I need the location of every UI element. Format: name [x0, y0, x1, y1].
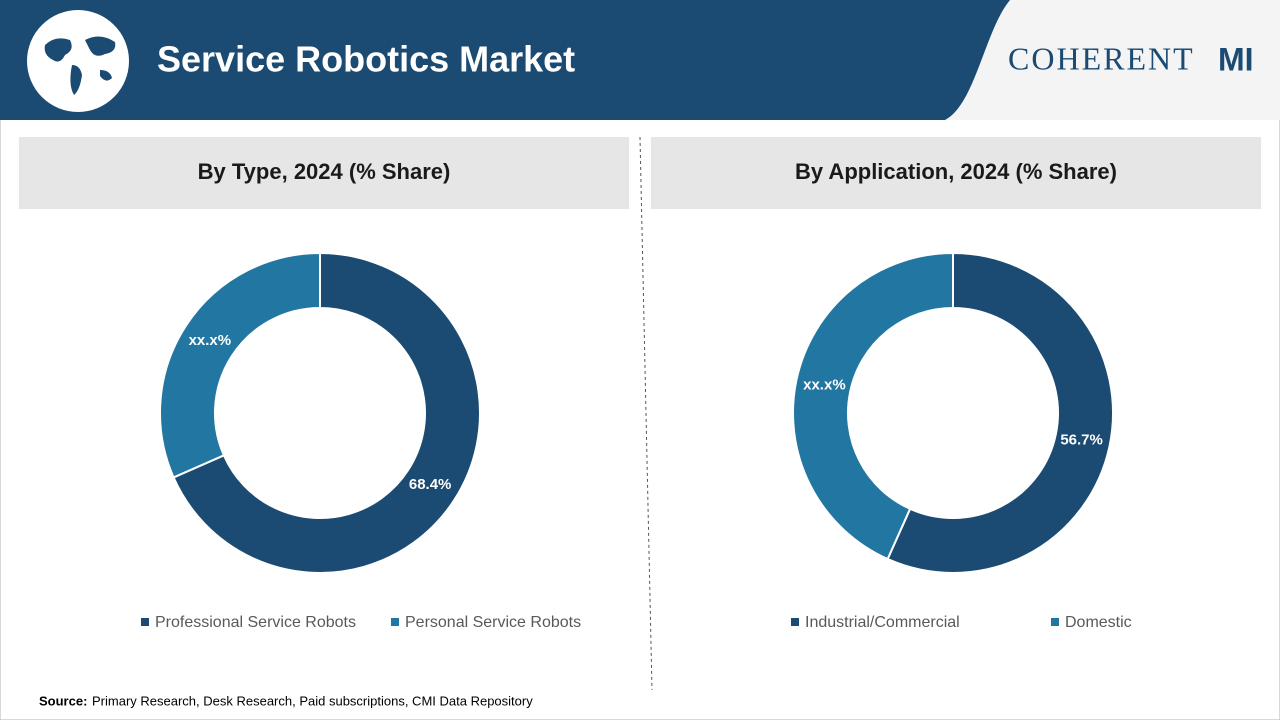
logo: COHERENT MI — [1008, 40, 1254, 77]
legend-swatch — [391, 618, 399, 626]
donut-segment — [886, 251, 1114, 574]
logo-text: COHERENT — [1008, 40, 1195, 76]
data-label: xx.x% — [189, 332, 232, 349]
data-label: 56.7% — [1060, 431, 1103, 448]
donut-segment — [159, 251, 321, 479]
legend-label: Domestic — [1065, 614, 1132, 631]
data-label: 68.4% — [409, 476, 452, 493]
divider — [639, 136, 653, 691]
source-text: Primary Research, Desk Research, Paid su… — [92, 693, 533, 708]
panel-title-bar — [19, 137, 629, 209]
data-label: xx.x% — [803, 376, 846, 393]
header-band — [0, 0, 1010, 120]
legend-label: Professional Service Robots — [155, 614, 356, 631]
legend-swatch — [1051, 618, 1059, 626]
legend-label: Personal Service Robots — [405, 614, 581, 631]
legend-swatch — [791, 618, 799, 626]
source-label: Source: — [39, 693, 87, 708]
legend-label: Industrial/Commercial — [805, 614, 960, 631]
chart-title: By Type, 2024 (% Share) — [198, 159, 451, 184]
legend-swatch — [141, 618, 149, 626]
panel-title-bar — [651, 137, 1261, 209]
logo-suffix: MI — [1218, 41, 1254, 77]
globe-icon — [27, 10, 129, 112]
donut-segment — [792, 251, 954, 561]
chart-title: By Application, 2024 (% Share) — [795, 159, 1117, 184]
page-title: Service Robotics Market — [157, 39, 575, 80]
donut-segment — [172, 251, 481, 574]
